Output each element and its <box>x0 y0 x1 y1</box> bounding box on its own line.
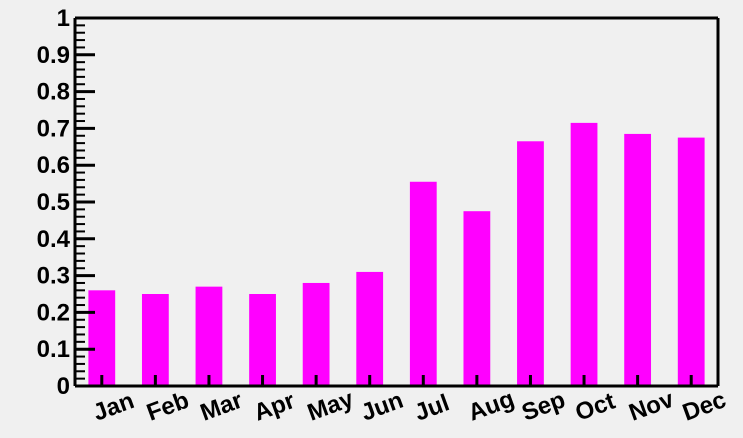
bar-dec <box>677 137 705 386</box>
bar-jun <box>356 271 384 386</box>
y-tick-label: 0.3 <box>37 263 70 290</box>
bar-aug <box>463 211 491 386</box>
y-tick-label: 0 <box>57 373 70 400</box>
y-tick-label: 0.4 <box>37 226 71 253</box>
y-tick-label: 0.2 <box>37 299 70 326</box>
bar-may <box>302 282 330 386</box>
bar-sep <box>517 141 544 386</box>
y-tick-label: 1 <box>57 5 70 32</box>
bar-apr <box>249 294 276 386</box>
bars-layer <box>88 122 705 386</box>
bar-nov <box>624 133 652 386</box>
ticks-layer <box>75 16 693 388</box>
bar-jan <box>88 290 116 386</box>
bar-feb <box>141 294 169 386</box>
bar-oct <box>570 122 598 386</box>
y-tick-label: 0.1 <box>37 336 70 363</box>
bar-mar <box>195 286 223 386</box>
y-tick-label: 0.5 <box>37 189 70 216</box>
bar-jul <box>409 181 437 386</box>
y-tick-label: 0.7 <box>37 115 70 142</box>
y-tick-label: 0.6 <box>37 152 70 179</box>
y-tick-label: 0.8 <box>37 79 70 106</box>
y-tick-label: 0.9 <box>37 42 70 69</box>
